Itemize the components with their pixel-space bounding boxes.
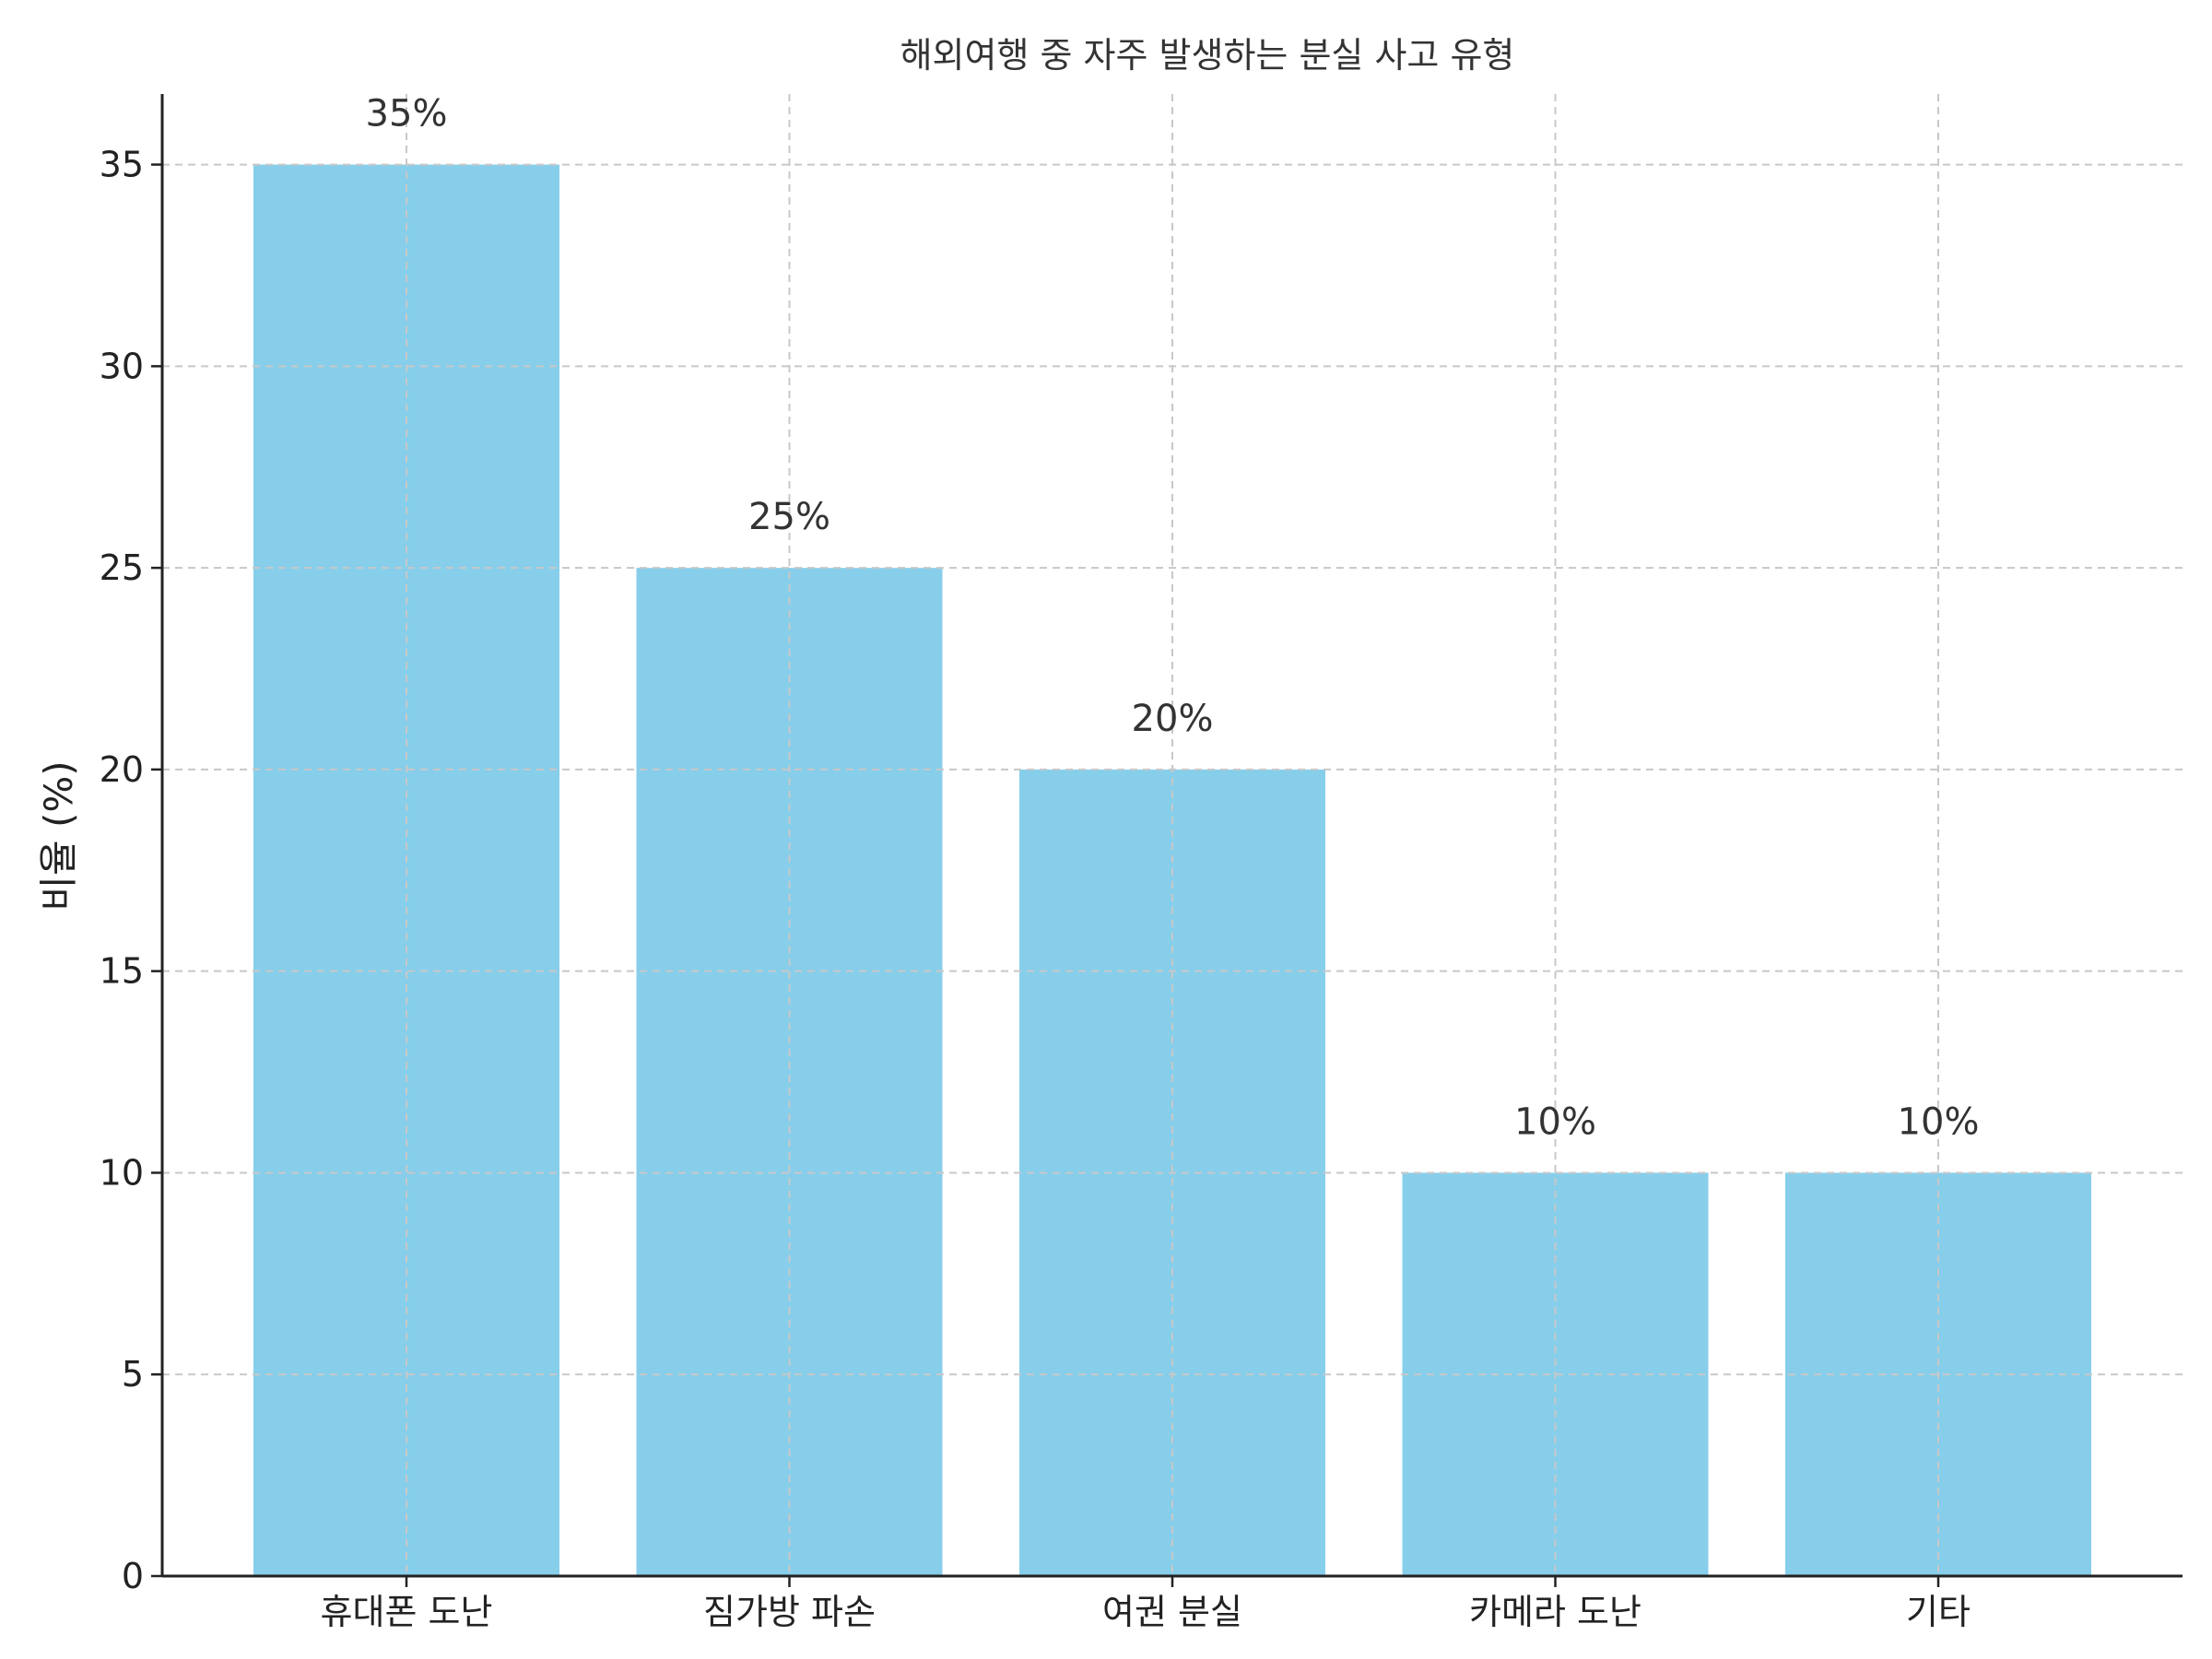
- x-tick-label-0: 휴대폰 도난: [321, 1592, 493, 1632]
- y-axis-label: 비율 (%): [36, 760, 81, 911]
- axis-layer: [151, 94, 2183, 1587]
- y-tick-label-5: 25: [100, 547, 144, 588]
- y-tick-label-7: 35: [100, 145, 144, 185]
- y-tick-label-0: 0: [122, 1556, 144, 1596]
- y-tick-label-1: 5: [122, 1354, 144, 1394]
- x-tick-label-4: 기타: [1906, 1592, 1971, 1632]
- bar-value-label-1: 25%: [748, 496, 830, 538]
- chart-title: 해외여행 중 자주 발생하는 분실 사고 유형: [900, 35, 1515, 76]
- x-tick-label-2: 여권 분실: [1102, 1592, 1242, 1632]
- y-tick-label-6: 30: [100, 346, 144, 386]
- y-tick-label-2: 10: [100, 1152, 144, 1193]
- label-layer: 35% 25% 20% 10% 10% 0 5 10 15 20 25 30 35 휴대폰 도난 짐가방 파…: [100, 93, 1980, 1632]
- grid-layer: [162, 94, 2183, 1576]
- bar-value-label-0: 35%: [366, 93, 448, 135]
- y-tick-label-4: 20: [100, 749, 144, 790]
- bar-value-label-2: 20%: [1132, 698, 1214, 740]
- bar-1: [636, 568, 943, 1576]
- y-tick-label-3: 15: [100, 951, 144, 992]
- x-tick-label-3: 카메라 도난: [1469, 1592, 1641, 1632]
- bar-value-label-3: 10%: [1514, 1100, 1596, 1143]
- x-tick-label-1: 짐가방 파손: [703, 1592, 876, 1632]
- bar-value-label-4: 10%: [1898, 1100, 1980, 1143]
